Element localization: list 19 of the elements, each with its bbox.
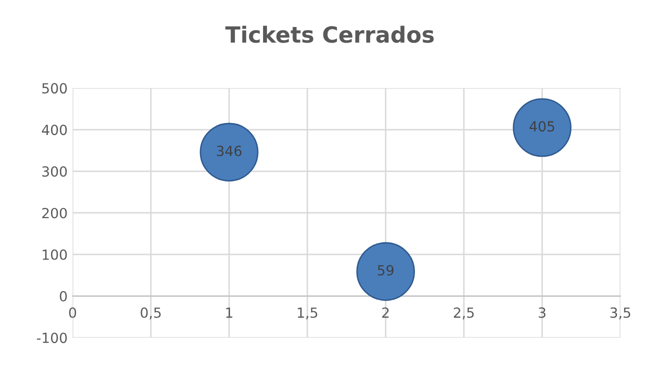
data-label: 405 [530,121,554,132]
data-label: 346 [216,146,242,156]
x-tick-label: 1 [226,308,232,318]
y-tick-label: 100 [42,249,67,260]
y-tick-label: -100 [36,332,67,344]
x-tick-label: 2 [382,307,389,318]
data-label: 59 [378,265,394,276]
y-tick-label: 400 [42,124,67,136]
x-tick-label: 2,5 [454,307,474,320]
y-tick-label: 500 [42,83,67,94]
x-tick-label: 3,5 [610,307,630,320]
y-tick-label: 200 [42,208,67,218]
x-tick-label: 0,5 [140,307,161,320]
x-tick-label: 0 [69,307,76,318]
y-tick-label: 0 [60,291,67,302]
x-tick-label: 1,5 [298,308,318,320]
x-tick-label: 3 [538,307,546,318]
chart-title: Tickets Cerrados [225,26,434,43]
y-tick-label: 300 [42,166,67,177]
